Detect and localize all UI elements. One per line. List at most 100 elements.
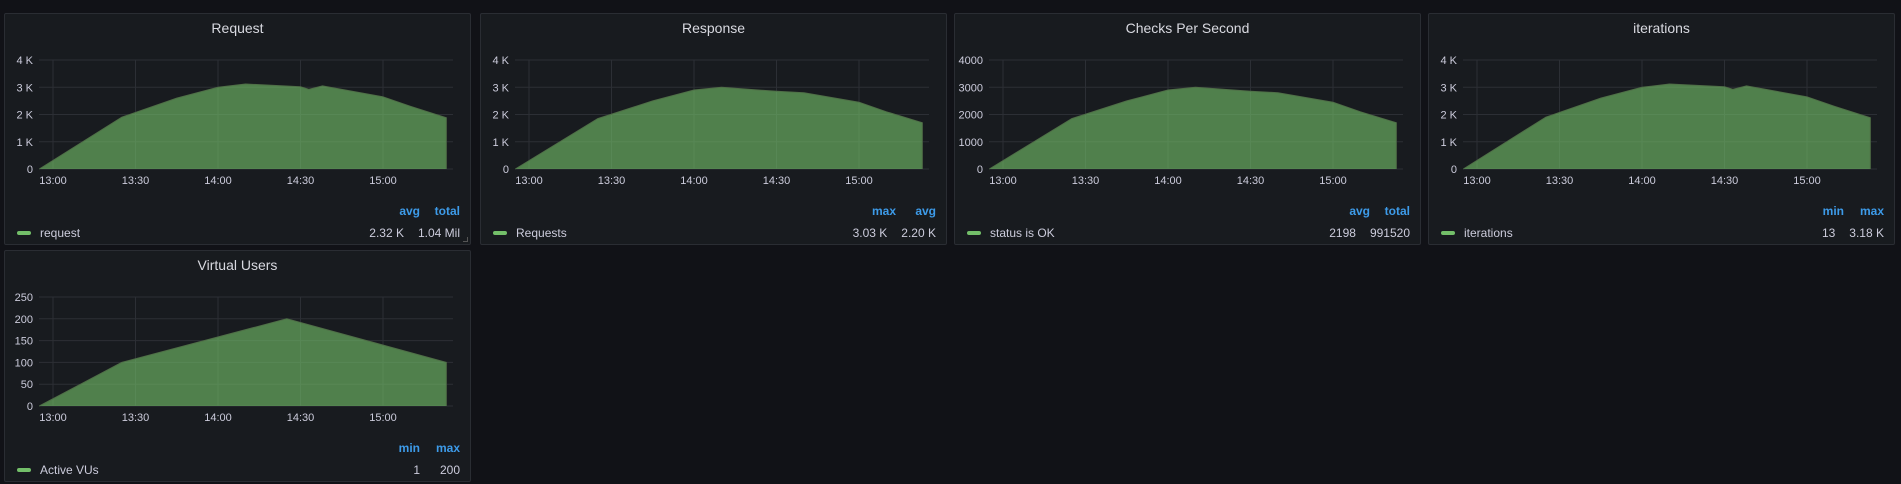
legend-header-min[interactable]: min xyxy=(1822,204,1844,218)
legend-headers: min max xyxy=(1818,204,1884,218)
y-tick-label: 2000 xyxy=(959,110,983,122)
legend-header-max[interactable]: max xyxy=(871,204,896,218)
series-color-swatch[interactable] xyxy=(493,231,507,235)
x-tick-label: 13:00 xyxy=(39,175,67,187)
legend-header-avg[interactable]: avg xyxy=(915,204,936,218)
x-tick-label: 14:30 xyxy=(1711,175,1739,187)
legend-headers: avg total xyxy=(394,204,460,218)
chart-plot[interactable]: 0 1 K 2 K 3 K 4 K 13:00 13:30 14:00 14:30 15:00 xyxy=(481,14,948,194)
x-tick-label: 15:00 xyxy=(369,175,397,187)
x-tick-label: 13:30 xyxy=(1546,175,1574,187)
legend-value: 1 xyxy=(413,463,420,477)
series-area xyxy=(989,87,1397,169)
chart-plot[interactable]: 0 1 K 2 K 3 K 4 K 13:00 13:30 14:00 14:30 15:00 xyxy=(1429,14,1896,194)
series-line xyxy=(1463,83,1871,170)
series-name[interactable]: status is OK xyxy=(990,226,1055,240)
x-tick-label: 13:30 xyxy=(122,175,150,187)
legend-value: 13 xyxy=(1821,226,1836,240)
series-color-swatch[interactable] xyxy=(17,231,31,235)
panel-response[interactable]: Response max avg Requests 3.03 K 2.20 K 0 1 … xyxy=(480,13,947,245)
legend-header-avg[interactable]: avg xyxy=(399,204,420,218)
y-tick-label: 200 xyxy=(15,314,33,326)
series-area xyxy=(39,84,447,169)
legend-header-total[interactable]: total xyxy=(434,204,460,218)
legend-item[interactable]: status is OK 2198 991520 xyxy=(967,226,1410,240)
legend-value: 2.20 K xyxy=(901,226,936,240)
chart-plot[interactable]: 0 1 K 2 K 3 K 4 K 13:00 13:30 14:00 14:30 15:00 xyxy=(5,14,472,194)
legend-headers: max avg xyxy=(870,204,936,218)
panel-title[interactable]: Virtual Users xyxy=(197,257,278,273)
y-tick-label: 4 K xyxy=(492,55,509,67)
x-tick-label: 13:30 xyxy=(1072,175,1100,187)
x-tick-label: 15:00 xyxy=(845,175,873,187)
legend-item[interactable]: Active VUs 1 200 xyxy=(17,463,460,477)
x-tick-label: 15:00 xyxy=(1319,175,1347,187)
series-name[interactable]: Active VUs xyxy=(40,463,99,477)
y-tick-label: 50 xyxy=(21,379,33,391)
panel-title[interactable]: Checks Per Second xyxy=(1125,20,1250,36)
y-tick-label: 2 K xyxy=(1440,110,1457,122)
panel-title[interactable]: Response xyxy=(681,20,746,36)
y-tick-label: 1 K xyxy=(16,137,33,149)
x-tick-label: 13:00 xyxy=(989,175,1017,187)
y-tick-label: 0 xyxy=(503,164,509,176)
legend-value: 200 xyxy=(439,463,460,477)
y-tick-label: 0 xyxy=(27,164,33,176)
legend-value: 1.04 Mil xyxy=(417,226,460,240)
legend-header-max[interactable]: max xyxy=(435,441,460,455)
y-tick-label: 3 K xyxy=(492,82,509,94)
y-tick-label: 4 K xyxy=(1440,55,1457,67)
legend-item[interactable]: request 2.32 K 1.04 Mil xyxy=(17,226,460,240)
x-tick-label: 13:00 xyxy=(1463,175,1491,187)
y-tick-label: 1 K xyxy=(492,137,509,149)
legend-value: 3.03 K xyxy=(852,226,888,240)
x-tick-label: 15:00 xyxy=(369,412,397,424)
x-tick-label: 14:30 xyxy=(287,175,315,187)
series-color-swatch[interactable] xyxy=(967,231,981,235)
x-tick-label: 14:00 xyxy=(204,175,232,187)
legend-value: 2.32 K xyxy=(369,226,404,240)
y-tick-label: 0 xyxy=(977,164,983,176)
y-tick-label: 1000 xyxy=(959,137,983,149)
y-tick-label: 2 K xyxy=(492,110,509,122)
panel-title[interactable]: Request xyxy=(211,20,264,36)
legend-header-avg[interactable]: avg xyxy=(1349,204,1370,218)
panel-virtual-users[interactable]: Virtual Users min max Active VUs 1 200 0 50 1… xyxy=(4,250,471,482)
panel-request[interactable]: Request avg total request 2.32 K 1.04 Mil 0… xyxy=(4,13,471,245)
y-tick-label: 4000 xyxy=(959,55,983,67)
y-tick-label: 0 xyxy=(1451,164,1457,176)
x-tick-label: 14:00 xyxy=(1628,175,1656,187)
legend-value: 3.18 K xyxy=(1849,226,1884,240)
x-tick-label: 13:30 xyxy=(122,412,150,424)
legend-headers: avg total xyxy=(1344,204,1410,218)
series-name[interactable]: request xyxy=(40,226,81,240)
y-tick-label: 100 xyxy=(15,357,33,369)
series-line xyxy=(39,318,447,407)
legend-header-max[interactable]: max xyxy=(1859,204,1884,218)
legend-header-total[interactable]: total xyxy=(1384,204,1410,218)
legend-item[interactable]: Requests 3.03 K 2.20 K xyxy=(493,226,936,240)
chart-plot[interactable]: 0 50 100 150 200 250 13:00 13:30 14:00 14:30 15:00 xyxy=(5,251,472,431)
legend-header-min[interactable]: min xyxy=(398,441,420,455)
y-tick-label: 3 K xyxy=(16,82,33,94)
series-line xyxy=(515,86,923,170)
y-tick-label: 250 xyxy=(15,292,33,304)
series-color-swatch[interactable] xyxy=(1441,231,1455,235)
x-tick-label: 13:00 xyxy=(515,175,543,187)
y-tick-label: 4 K xyxy=(16,55,33,67)
series-name[interactable]: iterations xyxy=(1464,226,1513,240)
resize-handle[interactable] xyxy=(463,237,468,242)
legend-value: 991520 xyxy=(1369,226,1410,240)
series-name[interactable]: Requests xyxy=(516,226,567,240)
panel-iterations[interactable]: iterations min max iterations 13 3.18 K 0 1 … xyxy=(1428,13,1895,245)
x-tick-label: 13:30 xyxy=(598,175,626,187)
y-tick-label: 3000 xyxy=(959,82,983,94)
series-line xyxy=(989,86,1397,170)
series-area xyxy=(515,87,923,169)
panel-title[interactable]: iterations xyxy=(1633,20,1690,36)
panel-checks-per-second[interactable]: Checks Per Second avg total status is OK 2… xyxy=(954,13,1421,245)
series-color-swatch[interactable] xyxy=(17,468,31,472)
chart-plot[interactable]: 0 1000 2000 3000 4000 13:00 13:30 14:00 14:30 15:… xyxy=(955,14,1422,194)
x-tick-label: 14:00 xyxy=(1154,175,1182,187)
legend-item[interactable]: iterations 13 3.18 K xyxy=(1441,226,1884,240)
